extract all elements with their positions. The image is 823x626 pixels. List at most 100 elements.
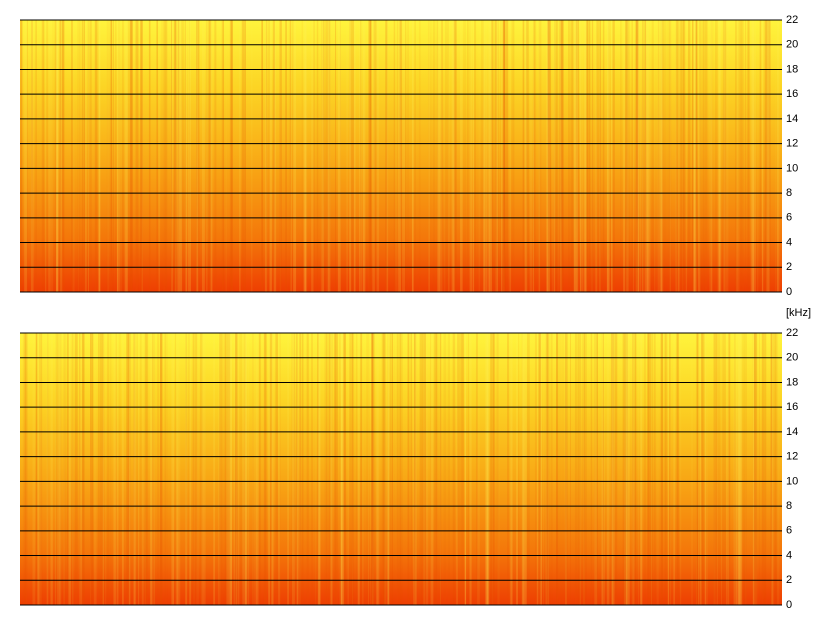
spectrum-streak <box>368 20 371 292</box>
y-tick-label: 6 <box>786 525 792 537</box>
spectrum-streak <box>221 20 224 292</box>
spectrum-streak <box>668 333 669 605</box>
spectrum-streak <box>20 20 22 292</box>
spectrum-streak <box>769 20 771 292</box>
spectrum-streak <box>599 20 601 292</box>
spectrum-streak <box>765 333 767 605</box>
spectrum-streak <box>763 20 766 292</box>
spectrum-streak <box>291 333 294 605</box>
spectrum-streak <box>62 20 65 292</box>
spectrum-streak <box>754 333 755 605</box>
spectrum-streak <box>177 20 180 292</box>
spectrum-streak <box>625 20 629 292</box>
spectrum-streak <box>571 20 575 292</box>
spectrum-streak <box>734 20 738 292</box>
spectrum-streak <box>187 333 191 605</box>
spectrum-streak <box>726 333 728 605</box>
spectrum-streak <box>592 20 593 292</box>
spectrum-streak <box>435 333 438 605</box>
spectrum-streak <box>492 333 496 605</box>
spectrum-streak <box>550 333 553 605</box>
spectrum-streak <box>62 20 64 292</box>
spectrum-streak <box>757 20 759 292</box>
spectrum-streak <box>524 20 528 292</box>
spectrum-streak <box>751 20 754 292</box>
y-tick-label: 14 <box>786 113 798 125</box>
spectrum-streak <box>37 333 40 605</box>
spectrum-streak <box>92 333 94 605</box>
spectrum-streak <box>595 333 598 605</box>
spectrum-streak <box>322 20 325 292</box>
spectrum-streak <box>278 333 281 605</box>
spectrum-streak <box>178 20 181 292</box>
spectrum-streak <box>176 333 180 605</box>
spectrum-streak <box>264 20 268 292</box>
spectrum-streak <box>31 20 33 292</box>
spectrum-streak <box>627 20 630 292</box>
spectrum-streak <box>353 20 356 292</box>
spectrum-streak <box>55 333 57 605</box>
spectrum-streak <box>156 20 158 292</box>
spectrum-streak <box>626 20 629 292</box>
spectrum-streak <box>343 333 346 605</box>
spectrum-streak <box>553 20 556 292</box>
spectrum-streak <box>141 333 144 605</box>
spectrum-streak <box>779 20 781 292</box>
spectrum-streak <box>623 20 626 292</box>
spectrum-streak <box>360 333 363 605</box>
spectrum-streak <box>376 20 380 292</box>
spectrum-streak <box>414 333 416 605</box>
spectrum-streak <box>738 333 741 605</box>
spectrum-streak <box>22 333 26 605</box>
spectrum-streak <box>680 333 682 605</box>
spectrum-streak <box>359 20 360 292</box>
spectrum-streak <box>582 333 585 605</box>
spectrum-streak <box>773 333 776 605</box>
spectrum-streak <box>99 333 102 605</box>
spectrum-streak <box>613 333 615 605</box>
spectrum-streak <box>174 20 177 292</box>
spectrum-streak <box>433 333 437 605</box>
spectrum-streak <box>554 20 556 292</box>
spectrum-streak <box>79 333 81 605</box>
spectrum-streak <box>301 333 304 605</box>
spectrum-streak <box>698 20 702 292</box>
spectrum-streak <box>98 20 100 292</box>
spectrum-streak <box>539 20 541 292</box>
spectrum-streak <box>704 20 708 292</box>
spectrum-streak <box>579 333 581 605</box>
spectrum-streak <box>547 20 551 292</box>
spectrum-streak <box>279 333 281 605</box>
spectrum-streak <box>127 20 130 292</box>
spectrum-streak <box>363 20 365 292</box>
spectrum-streak <box>108 20 110 292</box>
spectrum-streak <box>425 333 429 605</box>
spectrum-streak <box>723 20 726 292</box>
spectrum-streak <box>133 333 137 605</box>
spectrum-streak <box>699 333 702 605</box>
spectrum-streak <box>133 333 136 605</box>
spectrum-streak <box>268 20 270 292</box>
spectrum-streak <box>521 333 524 605</box>
spectrum-streak <box>689 20 691 292</box>
spectrum-streak <box>211 20 213 292</box>
spectrum-streak <box>329 20 331 292</box>
spectrum-streak <box>755 333 758 605</box>
spectrum-streak <box>243 333 245 605</box>
spectrum-streak <box>152 333 153 605</box>
y-tick-label: 0 <box>786 599 792 611</box>
spectrum-streak <box>575 20 578 292</box>
spectrum-streak <box>402 20 406 292</box>
spectrum-streak <box>701 333 705 605</box>
spectrum-streak <box>611 20 613 292</box>
spectrum-streak <box>400 20 401 292</box>
spectrum-streak <box>371 333 373 605</box>
spectrum-streak <box>501 20 503 292</box>
spectrum-streak <box>584 333 586 605</box>
spectrum-streak <box>487 20 490 292</box>
spectrum-streak <box>761 20 764 292</box>
spectrum-streak <box>82 20 85 292</box>
spectrum-streak <box>644 20 646 292</box>
spectrum-streak <box>638 333 639 605</box>
spectrum-streak <box>486 333 489 605</box>
